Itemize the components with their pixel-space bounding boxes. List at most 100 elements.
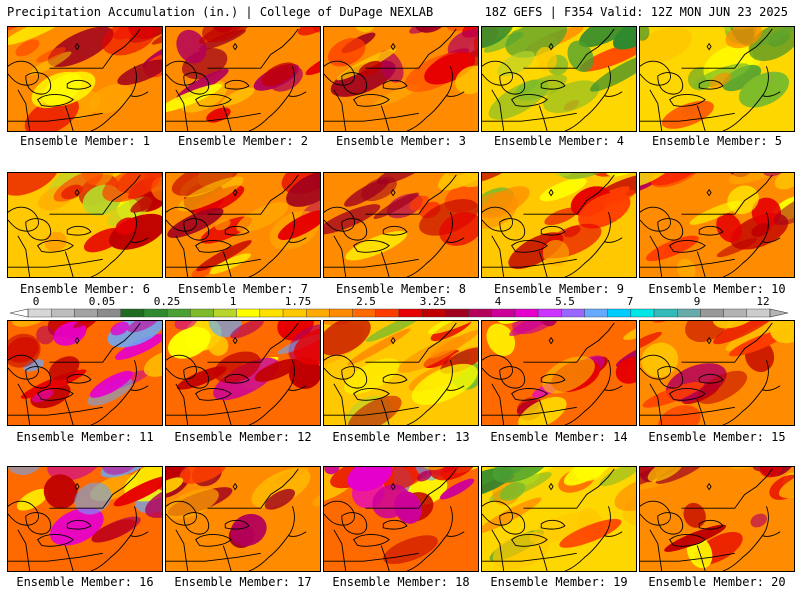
- ensemble-map-panel: [323, 172, 479, 278]
- colorbar-tick-label: 5.5: [555, 295, 575, 308]
- geographic-boundary-line: [222, 399, 232, 425]
- ensemble-map-panel: [165, 172, 321, 278]
- geographic-boundary-line: [382, 79, 408, 90]
- geographic-boundary-line: [640, 112, 735, 122]
- geographic-boundary-line: [25, 218, 52, 241]
- geographic-boundary-line: [222, 105, 232, 131]
- precip-contour-blob: [28, 51, 72, 76]
- precip-contour-blob: [650, 173, 701, 188]
- location-marker-icon: [232, 188, 238, 197]
- precip-contour-blob: [345, 231, 407, 261]
- geographic-boundary-line: [166, 206, 197, 232]
- precip-contour-blob: [113, 475, 162, 507]
- precip-contour-blob: [439, 212, 478, 246]
- colorbar-tick-label: 0.25: [153, 295, 181, 308]
- geographic-boundary-line: [17, 235, 31, 277]
- ensemble-member-label: Ensemble Member: 6: [19, 282, 151, 296]
- precip-contour-blob: [174, 321, 198, 330]
- geographic-boundary-line: [166, 552, 261, 562]
- precip-contour-blob: [171, 173, 241, 196]
- geographic-boundary-line: [166, 258, 261, 268]
- geographic-boundary-line: [564, 212, 611, 277]
- geographic-boundary-line: [482, 112, 577, 122]
- precip-contour-blob: [518, 396, 567, 425]
- geographic-boundary-line: [538, 251, 548, 277]
- geographic-boundary-line: [207, 28, 299, 69]
- ensemble-map-panel: [323, 466, 479, 572]
- precip-field-map: [166, 27, 320, 131]
- precip-contour-blob: [213, 351, 261, 383]
- geographic-boundary-line: [25, 366, 52, 389]
- precip-contour-blob: [143, 351, 162, 377]
- precip-colorbar: 0 0.05 0.25 1 1.75 2.5 3.25 4 5.5 7 9 12: [0, 296, 800, 320]
- precip-contour-blob: [488, 79, 549, 120]
- precip-contour-blob: [293, 327, 320, 365]
- geographic-boundary-line: [166, 354, 197, 380]
- geographic-boundary-line: [248, 360, 295, 425]
- geographic-boundary-line: [482, 60, 513, 86]
- precip-field-map: [166, 173, 320, 277]
- precip-contour-blob: [193, 185, 245, 215]
- precip-contour-blob: [230, 321, 264, 339]
- ensemble-member-label: Ensemble Member: 9: [493, 282, 625, 296]
- colorbar-swatch: [584, 308, 608, 318]
- geographic-boundary-line: [183, 366, 210, 389]
- geographic-boundary-line: [37, 94, 74, 107]
- precip-contour-blob: [277, 210, 320, 240]
- geographic-boundary-line: [365, 322, 457, 363]
- geographic-boundary-line: [640, 406, 735, 416]
- location-marker-icon: [706, 336, 712, 345]
- geographic-boundary-line: [380, 545, 390, 571]
- geographic-boundary-line: [90, 66, 137, 131]
- geographic-boundary-line: [130, 385, 149, 391]
- precip-contour-blob: [344, 179, 390, 207]
- geographic-boundary-line: [604, 237, 623, 243]
- colorbar-swatch: [236, 308, 261, 318]
- geographic-boundary-line: [406, 212, 453, 277]
- precip-contour-blob: [15, 39, 40, 57]
- geographic-boundary-line: [681, 322, 773, 363]
- precip-contour-blob: [738, 71, 790, 108]
- geographic-boundary-line: [722, 506, 769, 571]
- geographic-boundary-line: [669, 94, 706, 107]
- geographic-boundary-line: [657, 218, 684, 241]
- location-marker-icon: [390, 482, 396, 491]
- precip-contour-blob: [264, 488, 296, 510]
- geographic-boundary-line: [446, 91, 465, 97]
- precip-field-map: [482, 173, 636, 277]
- precip-contour-blob: [544, 207, 578, 226]
- colorbar-max-arrow: [769, 308, 789, 318]
- geographic-boundary-line: [365, 174, 457, 215]
- geographic-boundary-line: [25, 72, 52, 95]
- geographic-boundary-line: [90, 360, 137, 425]
- geographic-boundary-line: [491, 383, 505, 425]
- geographic-boundary-line: [64, 251, 74, 277]
- geographic-boundary-line: [446, 385, 465, 391]
- colorbar-swatches: [9, 308, 789, 318]
- geographic-boundary-line: [482, 354, 513, 380]
- geographic-boundary-line: [604, 531, 623, 537]
- geographic-boundary-line: [130, 91, 149, 97]
- geographic-boundary-line: [511, 534, 548, 547]
- colorbar-swatch: [700, 308, 724, 318]
- precip-contour-blob: [538, 321, 558, 327]
- colorbar-swatch: [166, 308, 191, 318]
- geographic-boundary-line: [90, 506, 137, 571]
- location-marker-icon: [548, 42, 554, 51]
- geographic-boundary-line: [540, 225, 566, 236]
- geographic-boundary-line: [499, 512, 526, 535]
- colorbar-swatch: [677, 308, 701, 318]
- location-marker-icon: [232, 42, 238, 51]
- geographic-boundary-line: [175, 89, 189, 131]
- geographic-boundary-line: [380, 105, 390, 131]
- geographic-boundary-line: [341, 72, 368, 95]
- colorbar-swatch: [120, 308, 145, 318]
- precip-contour-blob: [261, 62, 297, 87]
- precip-contour-blob: [774, 173, 794, 190]
- precip-contour-blob: [305, 47, 320, 76]
- geographic-boundary-line: [640, 258, 735, 268]
- geographic-boundary-line: [353, 94, 390, 107]
- precip-contour-blob: [166, 477, 184, 495]
- geographic-boundary-line: [640, 60, 671, 86]
- precip-contour-blob: [729, 173, 794, 185]
